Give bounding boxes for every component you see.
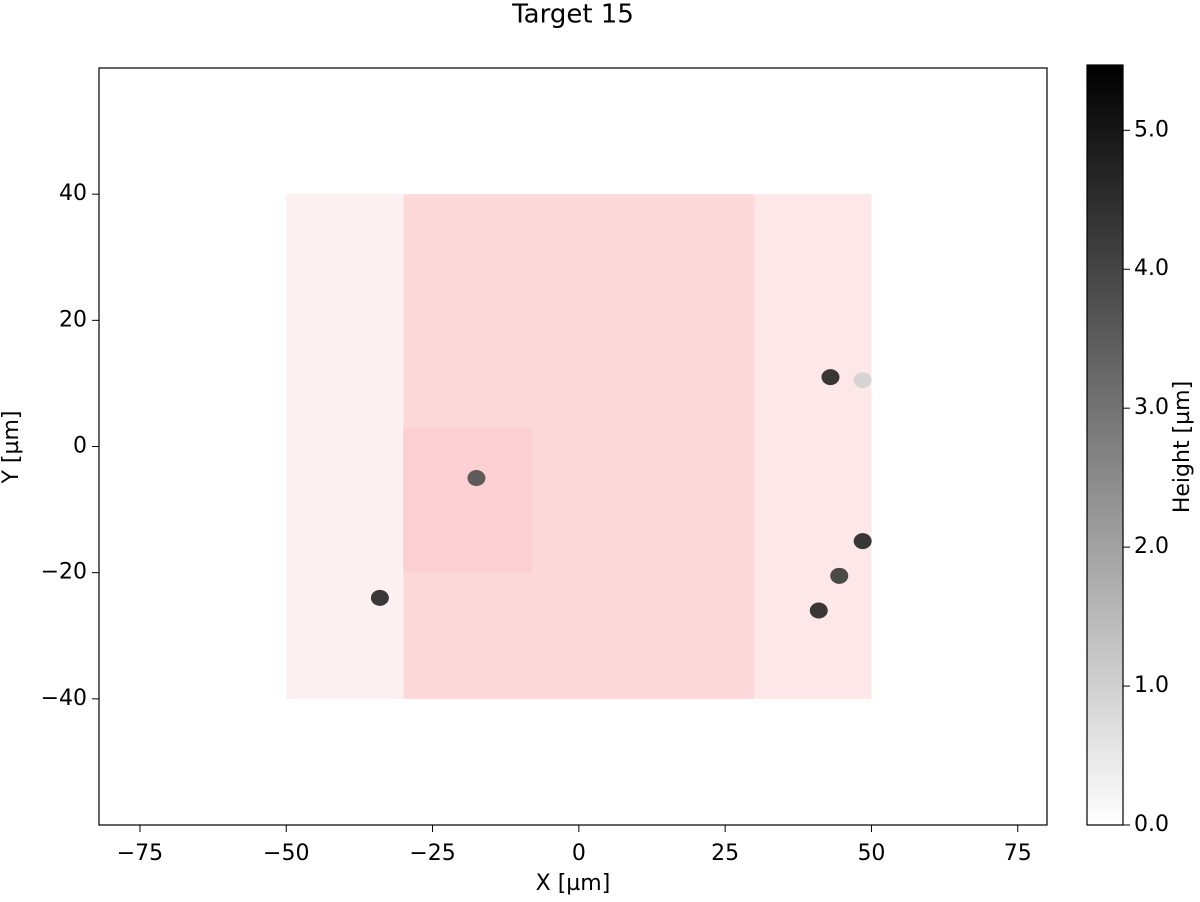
particle <box>830 567 849 584</box>
particle <box>809 602 828 619</box>
x-axis-label: X [µm] <box>536 871 611 896</box>
region <box>286 194 404 699</box>
particle <box>853 372 872 389</box>
colorbar-tick-label: 0.0 <box>1134 812 1169 837</box>
colorbar-tick-label: 1.0 <box>1134 673 1169 698</box>
region <box>403 427 533 573</box>
particle <box>821 369 840 386</box>
colorbar-tick-label: 2.0 <box>1134 534 1169 559</box>
x-tick-label: −75 <box>117 841 163 866</box>
chart-title: Target 15 <box>511 0 634 30</box>
colorbar-tick-label: 5.0 <box>1134 117 1169 142</box>
colorbar <box>1086 64 1124 826</box>
particle <box>370 589 389 606</box>
colorbar-tick-label: 3.0 <box>1134 395 1169 420</box>
x-tick-label: 75 <box>1004 841 1032 866</box>
x-tick-label: 25 <box>711 841 739 866</box>
x-tick-label: −50 <box>263 841 309 866</box>
y-tick-label: 40 <box>59 181 87 206</box>
y-tick-label: 0 <box>73 434 87 459</box>
y-tick-label: −20 <box>41 560 87 585</box>
particle <box>467 470 486 487</box>
colorbar-tick-label: 4.0 <box>1134 256 1169 281</box>
y-axis-label: Y [µm] <box>0 410 24 484</box>
y-tick-label: 20 <box>59 307 87 332</box>
colorbar-label: Height [µm] <box>1170 381 1195 513</box>
particle <box>853 533 872 550</box>
y-tick-label: −40 <box>41 686 87 711</box>
x-tick-label: 50 <box>857 841 885 866</box>
x-tick-label: −25 <box>409 841 455 866</box>
x-tick-label: 0 <box>572 841 586 866</box>
region <box>754 194 872 699</box>
